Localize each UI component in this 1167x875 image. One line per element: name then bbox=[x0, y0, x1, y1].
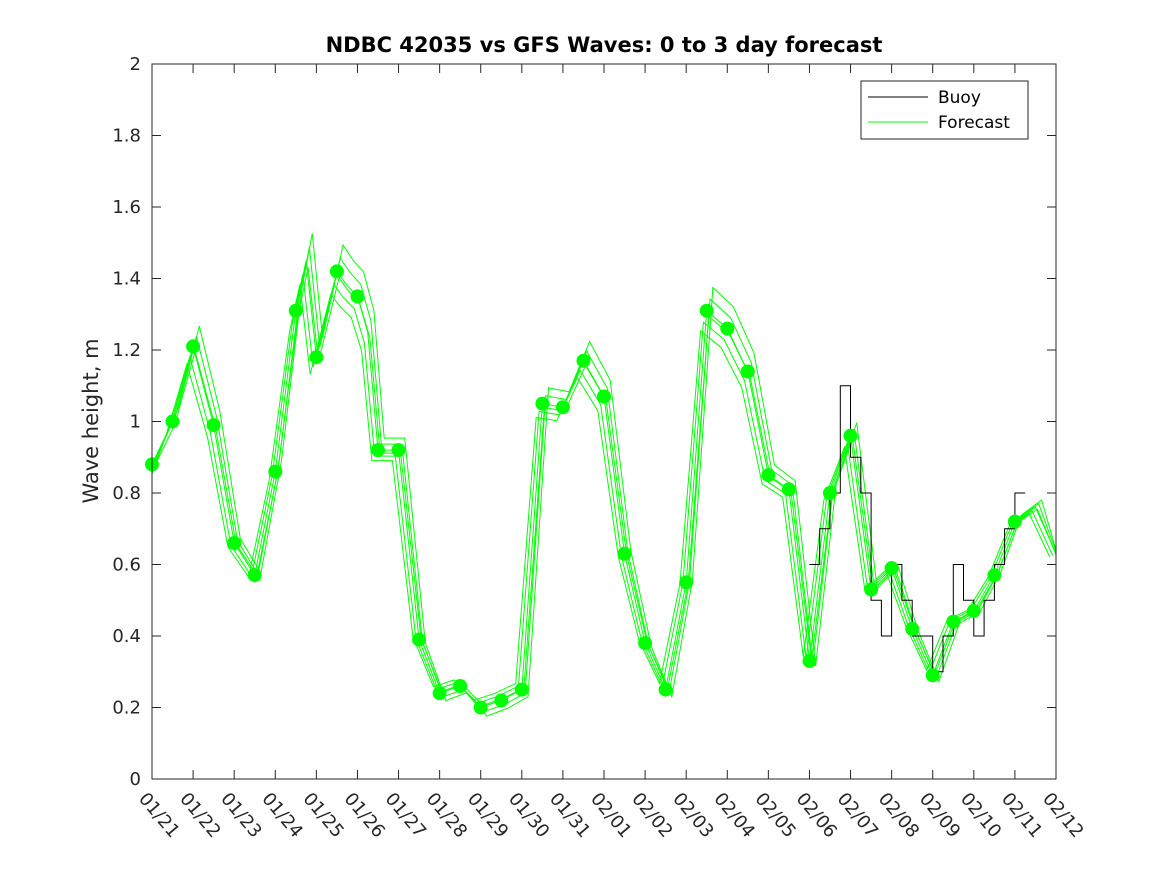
x-tick-label: 02/01 bbox=[586, 789, 635, 842]
x-tick-label: 01/29 bbox=[463, 789, 512, 842]
forecast-marker bbox=[925, 668, 940, 683]
y-tick-label: 0.6 bbox=[112, 555, 141, 576]
forecast-marker bbox=[576, 353, 591, 368]
forecast-marker bbox=[638, 636, 653, 651]
forecast-marker bbox=[761, 468, 776, 483]
x-tick-label: 02/09 bbox=[915, 789, 964, 842]
forecast-marker bbox=[268, 464, 283, 479]
x-tick-label: 02/06 bbox=[792, 789, 841, 842]
forecast-marker bbox=[432, 686, 447, 701]
x-tick-label: 01/23 bbox=[216, 789, 265, 842]
forecast-marker bbox=[679, 575, 694, 590]
x-tick-label: 02/07 bbox=[833, 789, 882, 842]
forecast-marker bbox=[966, 604, 981, 618]
forecast-marker bbox=[288, 303, 303, 318]
forecast-marker bbox=[1007, 514, 1022, 529]
x-tick-labels: 01/2101/2201/2301/2401/2501/2601/2701/28… bbox=[134, 789, 1087, 842]
x-tick-label: 01/27 bbox=[381, 789, 430, 842]
x-tick-label: 02/08 bbox=[874, 789, 923, 842]
forecast-marker bbox=[720, 321, 735, 336]
forecast-marker bbox=[473, 700, 488, 715]
forecast-marker bbox=[186, 339, 201, 354]
x-tick-label: 01/31 bbox=[545, 789, 594, 842]
x-tick-label: 01/28 bbox=[422, 789, 471, 842]
forecast-marker bbox=[391, 443, 406, 458]
forecast-marker bbox=[699, 303, 714, 318]
y-tick-label: 1.4 bbox=[112, 269, 141, 290]
legend-box bbox=[860, 80, 1029, 140]
x-tick-label: 01/21 bbox=[134, 789, 183, 842]
x-tick-label: 02/02 bbox=[627, 789, 676, 842]
forecast-marker bbox=[247, 568, 262, 583]
forecast-marker bbox=[905, 621, 920, 636]
forecast-marker bbox=[597, 389, 611, 404]
forecast-marker bbox=[371, 443, 385, 458]
forecast-marker bbox=[802, 654, 817, 668]
y-tick-label: 2 bbox=[130, 54, 141, 75]
forecast-marker bbox=[412, 632, 427, 647]
y-tick-label: 1.2 bbox=[112, 340, 141, 361]
forecast-marker bbox=[165, 414, 180, 429]
forecast-marker bbox=[884, 561, 899, 576]
forecast-marker bbox=[843, 428, 858, 443]
forecast-marker bbox=[658, 682, 673, 697]
y-tick-label: 1 bbox=[130, 412, 141, 433]
forecast-marker bbox=[514, 682, 529, 697]
forecast-marker bbox=[206, 418, 221, 433]
legend: Buoy Forecast bbox=[860, 80, 1029, 140]
forecast-marker bbox=[350, 289, 365, 304]
y-tick-labels: 0 0.2 0.4 0.6 0.8 1 1.2 1.4 1.6 1.8 2 bbox=[112, 54, 141, 790]
y-tick-label: 1.6 bbox=[112, 197, 141, 218]
y-tick-label: 0.4 bbox=[112, 626, 141, 647]
y-tick-label: 0.8 bbox=[112, 483, 141, 504]
x-tick-label: 02/10 bbox=[956, 789, 1005, 842]
forecast-marker bbox=[494, 693, 509, 708]
x-tick-label: 01/24 bbox=[257, 789, 306, 842]
legend-forecast-label: Forecast bbox=[938, 113, 1010, 133]
forecast-marker bbox=[864, 582, 879, 597]
plot-background bbox=[152, 64, 1056, 779]
forecast-marker bbox=[227, 536, 242, 550]
x-tick-label: 01/30 bbox=[504, 789, 553, 842]
forecast-marker bbox=[781, 482, 796, 497]
x-tick-label: 02/12 bbox=[1038, 789, 1087, 842]
y-axis-title: Wave height, m bbox=[79, 338, 103, 503]
buoy-lines bbox=[809, 385, 1026, 673]
forecast-marker bbox=[453, 679, 468, 693]
x-tick-label: 02/05 bbox=[751, 789, 800, 842]
x-tick-label: 01/22 bbox=[175, 789, 224, 842]
x-tick-label: 01/25 bbox=[299, 789, 348, 842]
forecast-marker bbox=[946, 614, 961, 629]
y-tick-label: 0 bbox=[130, 769, 141, 790]
x-tick-label: 01/26 bbox=[340, 789, 389, 842]
forecast-marker bbox=[555, 400, 570, 415]
forecast-marker bbox=[740, 364, 755, 379]
forecast-marker bbox=[987, 568, 1002, 583]
x-tick-label: 02/03 bbox=[668, 789, 717, 842]
x-tick-label: 02/04 bbox=[709, 789, 758, 842]
forecast-marker bbox=[329, 264, 344, 279]
x-tick-label: 02/11 bbox=[997, 789, 1046, 842]
legend-buoy-label: Buoy bbox=[938, 88, 981, 108]
forecast-markers bbox=[145, 264, 1022, 715]
forecast-marker bbox=[309, 350, 324, 365]
buoy-series-line bbox=[809, 385, 1026, 673]
y-tick-label: 1.8 bbox=[112, 126, 141, 147]
forecast-marker bbox=[535, 396, 550, 411]
y-tick-label: 0.2 bbox=[112, 698, 141, 719]
forecast-marker bbox=[617, 546, 632, 561]
forecast-marker bbox=[823, 486, 837, 500]
chart-title: NDBC 42035 vs GFS Waves: 0 to 3 day fore… bbox=[326, 33, 883, 57]
plot-frame bbox=[151, 63, 1057, 780]
